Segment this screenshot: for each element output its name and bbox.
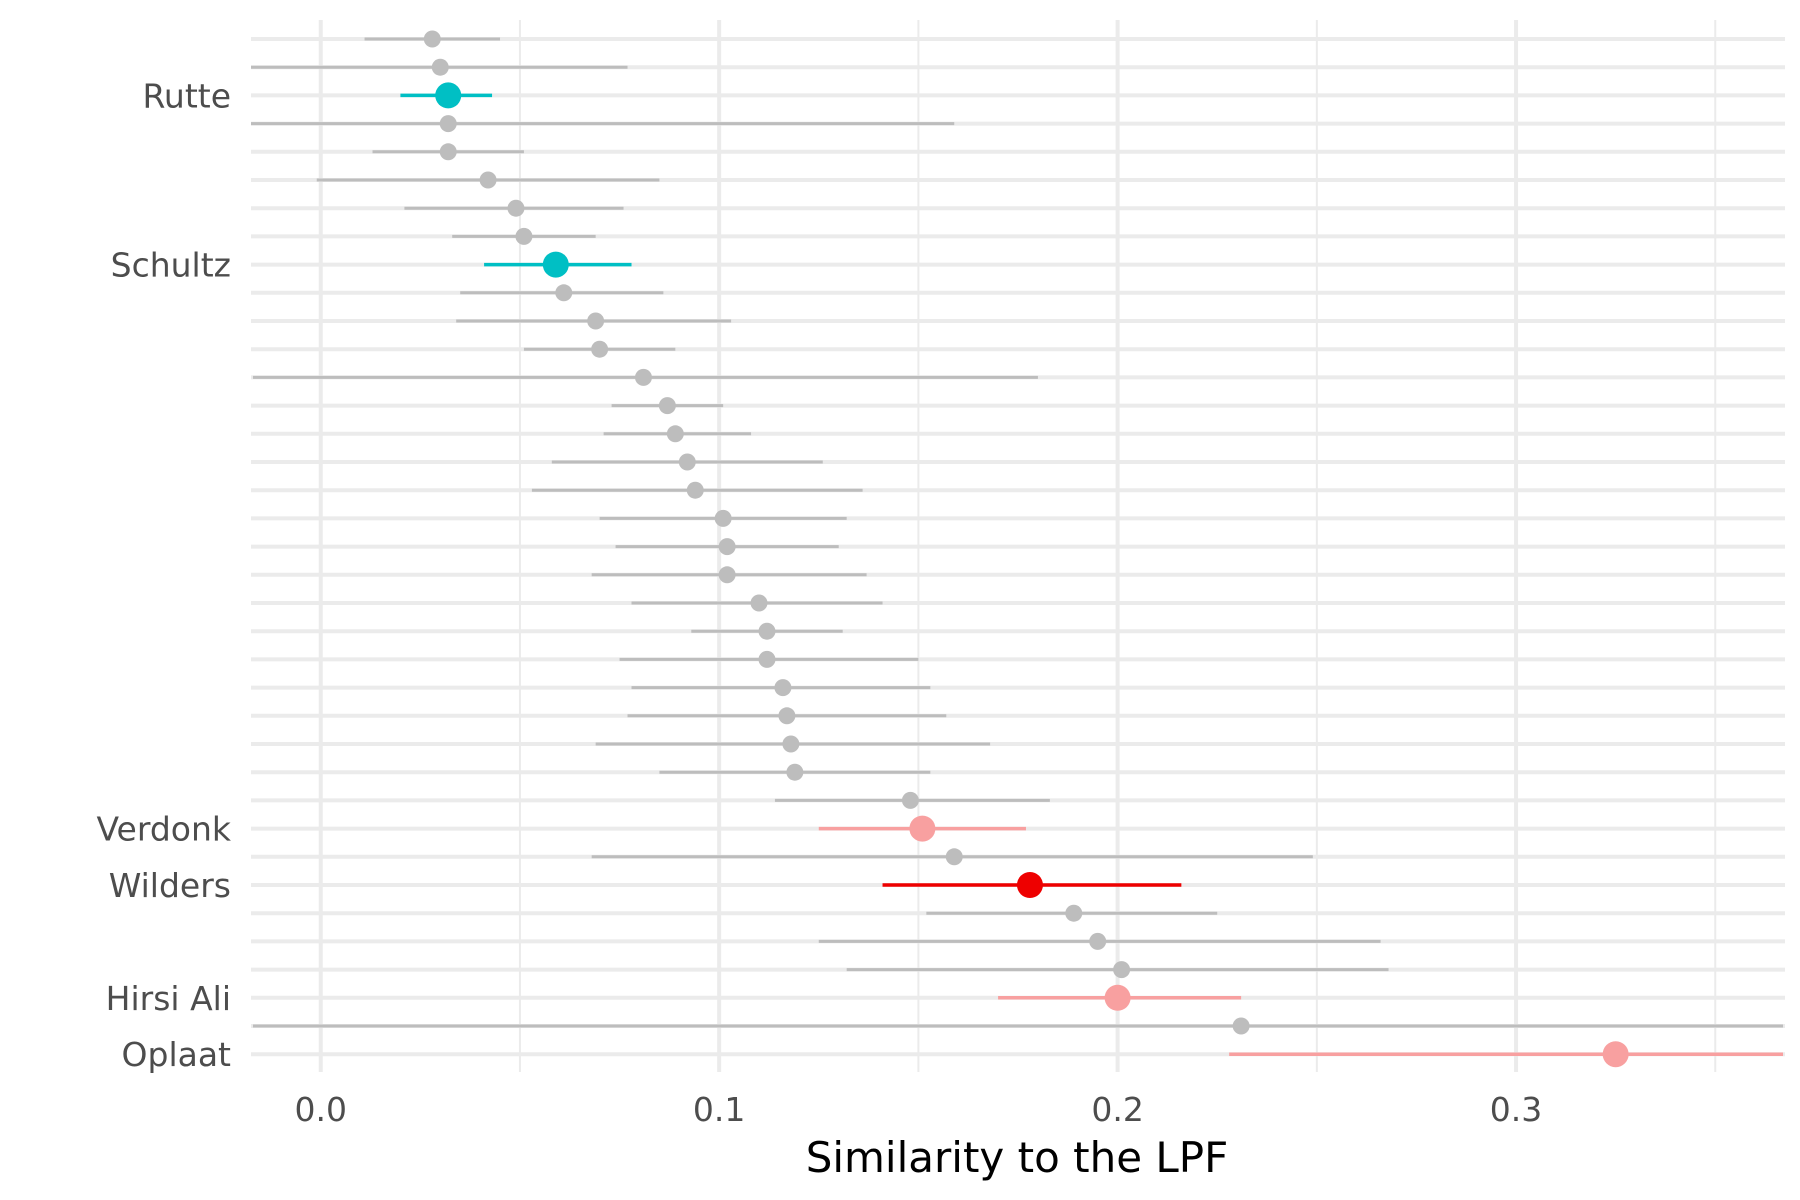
point [758,650,776,668]
point [555,284,573,302]
point-estimates [423,30,1629,1068]
point [1113,961,1131,979]
x-axis-title: Similarity to the LPF [806,1133,1229,1182]
point [686,481,704,499]
point [439,115,457,133]
point [678,453,696,471]
point-hirsi-ali [1104,984,1131,1011]
point [774,679,792,697]
point-wilders [1016,872,1043,898]
y-tick-label: Rutte [142,76,231,115]
point [1232,1017,1250,1035]
point [439,143,457,161]
point [718,566,736,584]
y-axis-labels: Rutte Schultz Verdonk Wilders Hirsi Ali Oplaa… [97,76,232,1074]
point [901,791,919,809]
point-schultz [542,251,569,278]
point [718,538,736,556]
point-rutte [435,82,462,109]
point [782,735,800,753]
point [658,397,676,415]
y-tick-label: Wilders [109,866,231,905]
point [945,848,963,866]
x-tick-label: 0.0 [294,1090,346,1129]
point [479,171,497,189]
point [714,509,732,527]
point [515,227,533,245]
point [507,199,525,217]
x-tick-label: 0.3 [1490,1090,1542,1129]
point [587,312,605,330]
point [634,368,652,386]
point [1065,904,1083,922]
point-oplaat [1602,1041,1629,1068]
point [758,622,776,640]
x-axis-tick-labels: 0.0 0.1 0.2 0.3 [294,1090,1542,1129]
y-tick-label: Schultz [111,246,231,285]
point [778,707,796,725]
point [1089,932,1107,950]
y-tick-label: Verdonk [97,810,232,849]
point [666,425,684,443]
point [431,58,449,76]
x-tick-label: 0.1 [693,1090,745,1129]
x-tick-label: 0.2 [1091,1090,1143,1129]
point [786,763,804,781]
point-verdonk [909,815,936,842]
point [423,30,441,48]
point [750,594,768,612]
y-tick-label: Oplaat [122,1035,232,1074]
point [591,340,609,358]
y-tick-label: Hirsi Ali [106,979,231,1018]
